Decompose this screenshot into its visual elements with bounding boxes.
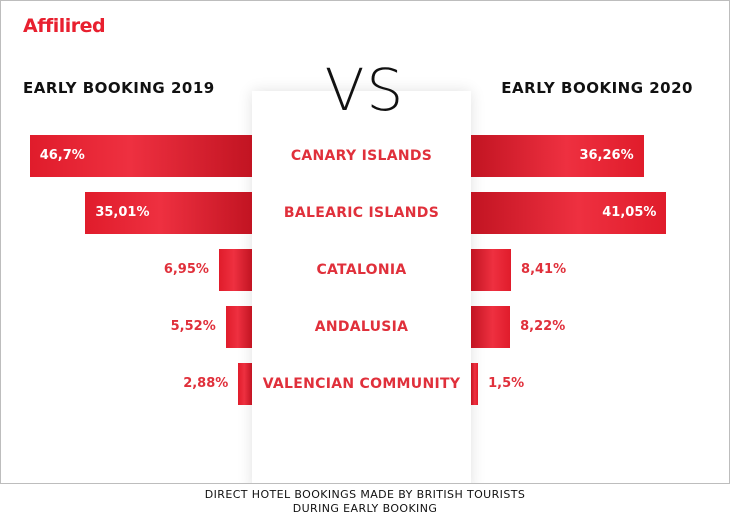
category-label: CATALONIA	[316, 262, 407, 278]
value-label-2020: 1,5%	[488, 376, 525, 391]
caption-line-1: DIRECT HOTEL BOOKINGS MADE BY BRITISH TO…	[204, 488, 526, 501]
brand-logo: Affilired	[23, 15, 106, 37]
value-label-2019: 5,52%	[170, 319, 216, 334]
value-label-2020: 41,05%	[602, 205, 657, 220]
bar-2019	[85, 192, 252, 234]
value-label-2019: 35,01%	[95, 205, 150, 220]
bar-2020	[471, 135, 644, 177]
series-heading-2019: EARLY BOOKING 2019	[23, 79, 215, 97]
value-label-2020: 8,22%	[520, 319, 566, 334]
bar-2019	[225, 306, 252, 348]
value-label-2020: 36,26%	[579, 148, 634, 163]
bar-2019	[218, 249, 252, 291]
bar-2020	[471, 363, 479, 405]
value-label-2019: 6,95%	[163, 262, 209, 277]
category-label: BALEARIC ISLANDS	[283, 205, 440, 221]
bar-2020	[471, 306, 511, 348]
value-label-2020: 8,41%	[521, 262, 567, 277]
versus-label: VS	[324, 56, 406, 124]
category-label: CANARY ISLANDS	[290, 148, 433, 164]
caption-line-2: DURING EARLY BOOKING	[292, 502, 438, 515]
chart-caption: DIRECT HOTEL BOOKINGS MADE BY BRITISH TO…	[0, 488, 730, 516]
bar-2019	[29, 135, 252, 177]
infographic-frame: Affilired EARLY BOOKING 2019 EARLY BOOKI…	[0, 0, 730, 484]
category-label: VALENCIAN COMMUNITY	[262, 376, 461, 392]
bar-2020	[471, 249, 512, 291]
value-label-2019: 2,88%	[183, 376, 229, 391]
series-heading-2020: EARLY BOOKING 2020	[501, 79, 693, 97]
value-label-2019: 46,7%	[39, 148, 85, 163]
bar-2019	[238, 363, 252, 405]
category-panel	[252, 91, 471, 483]
bar-2020	[471, 192, 667, 234]
category-label: ANDALUSIA	[314, 319, 409, 335]
